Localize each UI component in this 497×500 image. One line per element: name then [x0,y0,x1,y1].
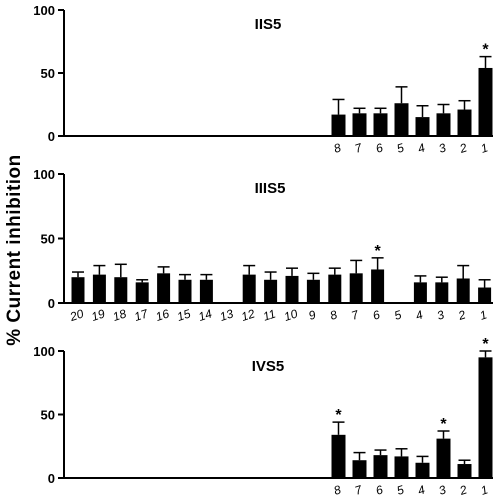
significance-star: * [335,407,342,424]
bar-6 [371,269,385,303]
bar-5 [394,103,409,136]
x-tick-label: 2 [457,482,469,498]
bar-18 [114,277,128,303]
bar-1 [478,357,493,478]
x-tick-label: 8 [328,307,339,322]
x-tick-label: 12 [239,306,256,324]
bar-1 [478,287,492,303]
x-tick-label: 2 [457,140,469,156]
bar-7 [349,273,363,303]
bar-7 [352,460,367,478]
x-tick-label: 2 [456,307,468,323]
x-tick-label: 6 [374,140,385,155]
y-tick-label: 50 [41,232,55,247]
bar-19 [92,274,106,303]
bar-9 [306,279,320,303]
x-tick-label: 3 [437,482,448,497]
bar-3 [435,282,449,303]
bar-17 [135,282,149,303]
y-tick-label: 100 [33,3,55,18]
x-tick-label: 16 [154,306,171,324]
bar-8 [328,274,342,303]
bar-10 [285,275,299,303]
x-tick-label: 8 [332,482,343,497]
x-tick-label: 1 [479,483,490,498]
x-tick-label: 1 [478,308,489,323]
x-tick-label: 7 [350,307,362,323]
panel-ivs5: 0 50 100 IVS5 * 8 7 6 5 4 * 3 2 * 1 [33,336,493,498]
bar-4 [415,117,430,136]
x-tick-label: 9 [307,307,318,322]
bar-6 [373,455,388,478]
y-tick-label: 50 [41,66,55,81]
bar-20 [71,277,85,303]
x-tick-label: 6 [374,482,385,497]
panel-title: IIS5 [255,16,282,33]
x-tick-label: 5 [395,140,406,155]
panel-iis5: 0 50 100 IIS5 8 7 6 5 4 3 2 * 1 [33,3,493,156]
x-tick-label: 15 [175,306,192,324]
x-tick-label: 4 [414,307,425,322]
bar-8 [331,434,346,478]
bar-2 [456,278,470,303]
y-tick-label: 100 [33,344,55,359]
x-tick-label: 18 [111,306,128,324]
x-tick-label: 3 [437,140,448,155]
panel-title: IIIS5 [255,180,286,197]
x-tick-label: 6 [371,307,382,322]
bar-15 [178,279,192,303]
bar-11 [264,279,278,303]
x-tick-label: 14 [197,306,214,324]
x-tick-label: 13 [218,306,235,324]
x-tick-label: 17 [132,306,150,324]
x-tick-label: 10 [282,306,299,324]
y-tick-label: 0 [48,471,55,486]
x-tick-label: 5 [392,307,403,322]
bar-5 [394,456,409,478]
bar-12 [242,274,256,303]
x-tick-label: 7 [353,482,365,498]
y-tick-label: 0 [48,296,55,311]
bar-14 [199,279,213,303]
y-tick-label: 0 [48,129,55,144]
panel-title: IVS5 [252,358,285,375]
bar-8 [331,114,346,136]
bar-3 [436,113,451,136]
x-tick-label: 19 [90,306,107,324]
significance-star: * [374,243,381,260]
x-tick-label: 7 [353,140,365,156]
x-tick-label: 1 [479,141,490,156]
x-tick-label: 3 [435,307,446,322]
x-tick-label: 5 [395,482,406,497]
x-tick-label: 4 [416,482,427,497]
bar-6 [373,113,388,136]
significance-star: * [482,336,489,353]
bar-4 [413,282,427,303]
bar-2 [457,464,472,478]
bar-3 [436,438,451,478]
bar-16 [157,273,171,303]
bar-2 [457,109,472,136]
significance-star: * [440,416,447,433]
x-tick-label: 20 [67,306,85,324]
significance-star: * [482,42,489,59]
y-tick-label: 100 [33,167,55,182]
x-tick-label: 11 [261,307,277,324]
x-tick-label: 4 [416,140,427,155]
bar-1 [478,67,493,136]
x-tick-label: 8 [332,140,343,155]
bar-7 [352,113,367,136]
bar-4 [415,462,430,478]
y-tick-label: 50 [41,408,55,423]
